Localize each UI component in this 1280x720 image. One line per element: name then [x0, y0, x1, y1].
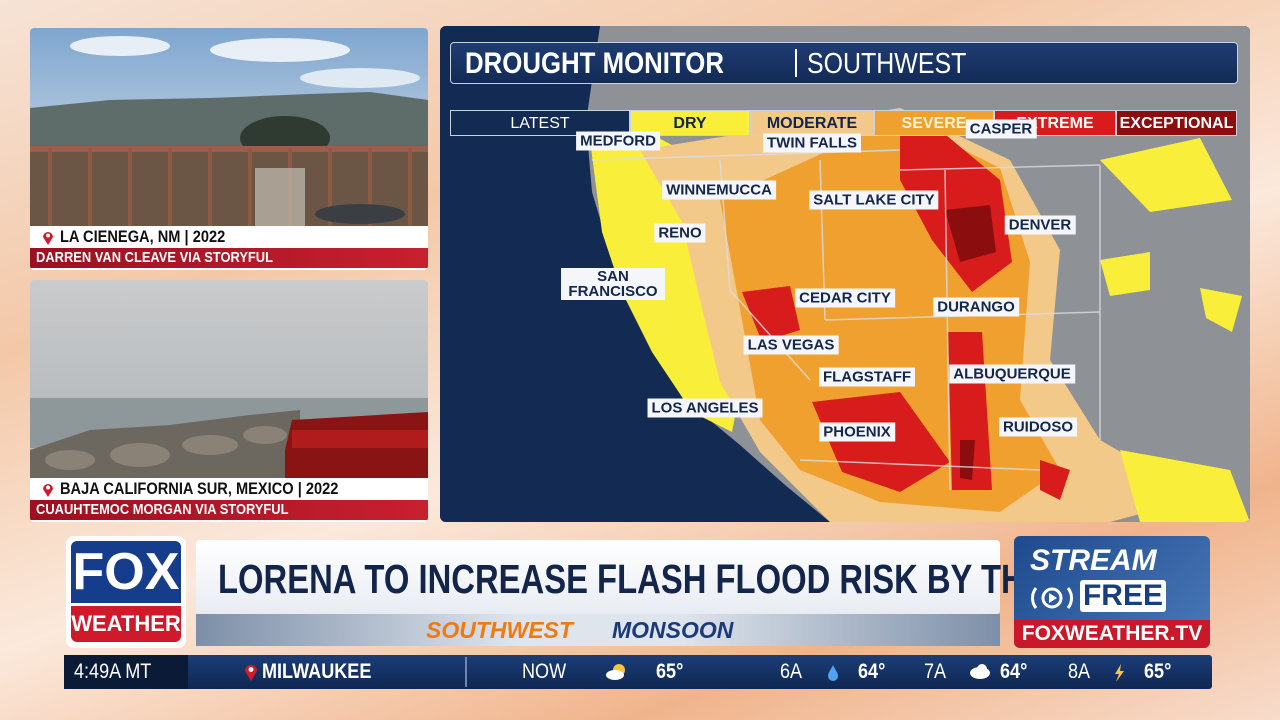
stream-icon [1031, 587, 1073, 609]
photo [30, 28, 428, 228]
weather-icon-svg [1115, 664, 1124, 682]
weather-icon [1112, 663, 1126, 688]
divider [795, 49, 797, 77]
subheadline-first: SOUTHWEST [426, 617, 573, 643]
weather-icon [826, 663, 840, 686]
forecast-label: 7A [924, 660, 947, 683]
weather-icon-svg [828, 665, 838, 681]
credit-caption: DARREN VAN CLEAVE VIA STORYFUL [30, 248, 428, 268]
forecast-temp: 65° [1144, 660, 1172, 683]
city-label: TWIN FALLS [763, 133, 861, 153]
map-region: SOUTHWEST [807, 48, 967, 80]
weather-icon [968, 663, 992, 686]
forecast-label: 6A [780, 660, 803, 683]
credit-text: CUAUHTEMOC MORGAN VIA STORYFUL [36, 501, 289, 518]
city-label: WINNEMUCCA [662, 180, 776, 200]
city-label: RENO [654, 223, 706, 243]
city-label: LAS VEGAS [743, 335, 839, 355]
stream-line2: FREE [1080, 580, 1166, 612]
stream-url: FOXWEATHER.TV [1014, 620, 1210, 648]
city-label: SAN FRANCISCO [561, 268, 665, 300]
city-label: CEDAR CITY [795, 288, 895, 308]
map-panel: DROUGHT MONITOR SOUTHWEST LATEST DRY MODER… [440, 26, 1250, 522]
subheadline-second: MONSOON [612, 617, 734, 643]
credit-text: DARREN VAN CLEAVE VIA STORYFUL [36, 249, 273, 266]
forecast-label: NOW [522, 660, 567, 683]
credit-caption: CUAUHTEMOC MORGAN VIA STORYFUL [30, 500, 428, 520]
forecast-temp: 64° [1000, 660, 1028, 683]
map-title: DROUGHT MONITOR [465, 47, 724, 80]
city-label: MEDFORD [576, 131, 660, 151]
headline-bar: LORENA TO INCREASE FLASH FLOOD RISK BY T… [196, 540, 1160, 614]
city-label: CASPER [965, 119, 1037, 139]
legend-item: MODERATE [750, 110, 874, 136]
location-caption: LA CIENEGA, NM | 2022 [30, 226, 428, 248]
ticker-time-box [64, 655, 188, 689]
logo-top: FOX [71, 541, 181, 603]
ticker-time: 4:49A MT [74, 660, 152, 683]
ticker-bar [64, 655, 1212, 689]
city-label: DURANGO [933, 297, 1019, 317]
weather-icon [604, 663, 628, 686]
weather-icon-svg [970, 664, 990, 679]
pin-icon [43, 484, 53, 497]
city-label: DENVER [1004, 215, 1076, 235]
pin-icon [43, 232, 53, 245]
city-label: ALBUQUERQUE [949, 364, 1075, 384]
forecast-temp: 64° [858, 660, 886, 683]
city-label: LOS ANGELES [647, 398, 763, 418]
logo-bottom: WEATHER [71, 606, 181, 642]
city-label: PHOENIX [819, 422, 895, 442]
stream-promo[interactable]: STREAM FREE FOXWEATHER.TV [1014, 536, 1210, 648]
logo: FOX WEATHER [66, 536, 186, 648]
video-panel: LA CIENEGA, NM | 2022 DARREN VAN CLEAVE … [30, 28, 428, 270]
subheadline-bar: SOUTHWEST MONSOON [196, 614, 1000, 646]
pin-icon [245, 665, 257, 681]
photo [30, 280, 428, 480]
headline: LORENA TO INCREASE FLASH FLOOD RISK BY T… [218, 556, 1161, 602]
divider [465, 657, 467, 687]
stream-line1: STREAM [1030, 544, 1157, 577]
city-label: FLAGSTAFF [818, 367, 916, 387]
video-panel: BAJA CALIFORNIA SUR, MEXICO | 2022 CUAUH… [30, 280, 428, 522]
legend-item: LATEST [450, 110, 630, 136]
weather-icon-svg [606, 664, 625, 680]
city-label: RUIDOSO [998, 417, 1078, 437]
legend-item: EXCEPTIONAL [1116, 110, 1237, 136]
city-label: SALT LAKE CITY [809, 190, 939, 210]
forecast-label: 8A [1068, 660, 1091, 683]
location-caption: BAJA CALIFORNIA SUR, MEXICO | 2022 [30, 478, 428, 500]
location-text: LA CIENEGA, NM | 2022 [60, 227, 226, 246]
map-header: DROUGHT MONITOR SOUTHWEST [450, 42, 1238, 84]
location-text: BAJA CALIFORNIA SUR, MEXICO | 2022 [60, 479, 339, 498]
forecast-temp: 65° [656, 660, 684, 683]
ticker-location: MILWAUKEE [262, 660, 372, 683]
